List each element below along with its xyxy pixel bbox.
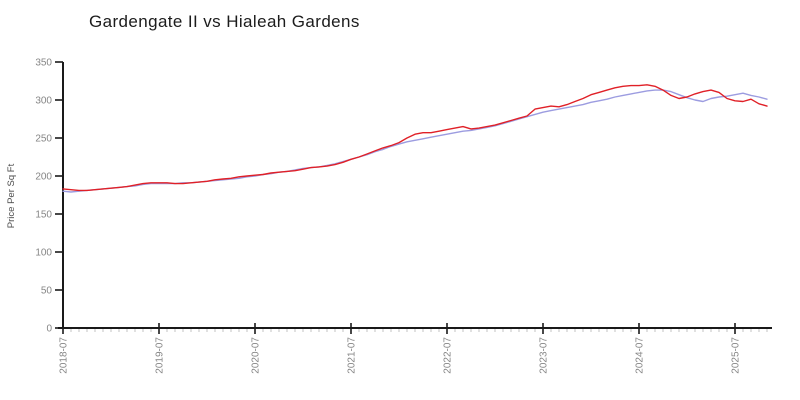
x-tick-label: 2021-07 bbox=[347, 337, 358, 374]
y-tick-label: 150 bbox=[35, 210, 52, 221]
axes bbox=[58, 62, 772, 329]
x-tick-label: 2022-07 bbox=[443, 337, 454, 374]
x-tick-label: 2020-07 bbox=[251, 337, 262, 374]
chart-title: Gardengate II vs Hialeah Gardens bbox=[89, 12, 360, 31]
x-tick-label: 2024-07 bbox=[635, 337, 646, 374]
x-axis-ticks: 2018-07 2019-07 2020-07 2021-07 2022-07 2023-… bbox=[59, 323, 742, 374]
series-line-hialeah-gardens bbox=[62, 89, 768, 193]
y-axis-title: Price Per Sq Ft bbox=[6, 163, 17, 228]
series-line-gardengate-ii bbox=[62, 84, 768, 192]
y-tick-label: 100 bbox=[35, 248, 52, 259]
x-tick-label: 2025-07 bbox=[731, 337, 742, 374]
y-tick-label: 300 bbox=[35, 96, 52, 107]
y-tick-label: 350 bbox=[35, 58, 52, 69]
series-lines bbox=[62, 84, 768, 193]
y-axis-ticks: 0 50 100 150 200 250 300 350 bbox=[35, 58, 63, 335]
y-tick-label: 200 bbox=[35, 172, 52, 183]
y-tick-label: 250 bbox=[35, 134, 52, 145]
x-tick-label: 2019-07 bbox=[155, 337, 166, 374]
x-tick-label: 2018-07 bbox=[59, 337, 70, 374]
x-tick-label: 2023-07 bbox=[539, 337, 550, 374]
y-tick-label: 0 bbox=[46, 324, 52, 335]
y-tick-label: 50 bbox=[41, 286, 53, 297]
